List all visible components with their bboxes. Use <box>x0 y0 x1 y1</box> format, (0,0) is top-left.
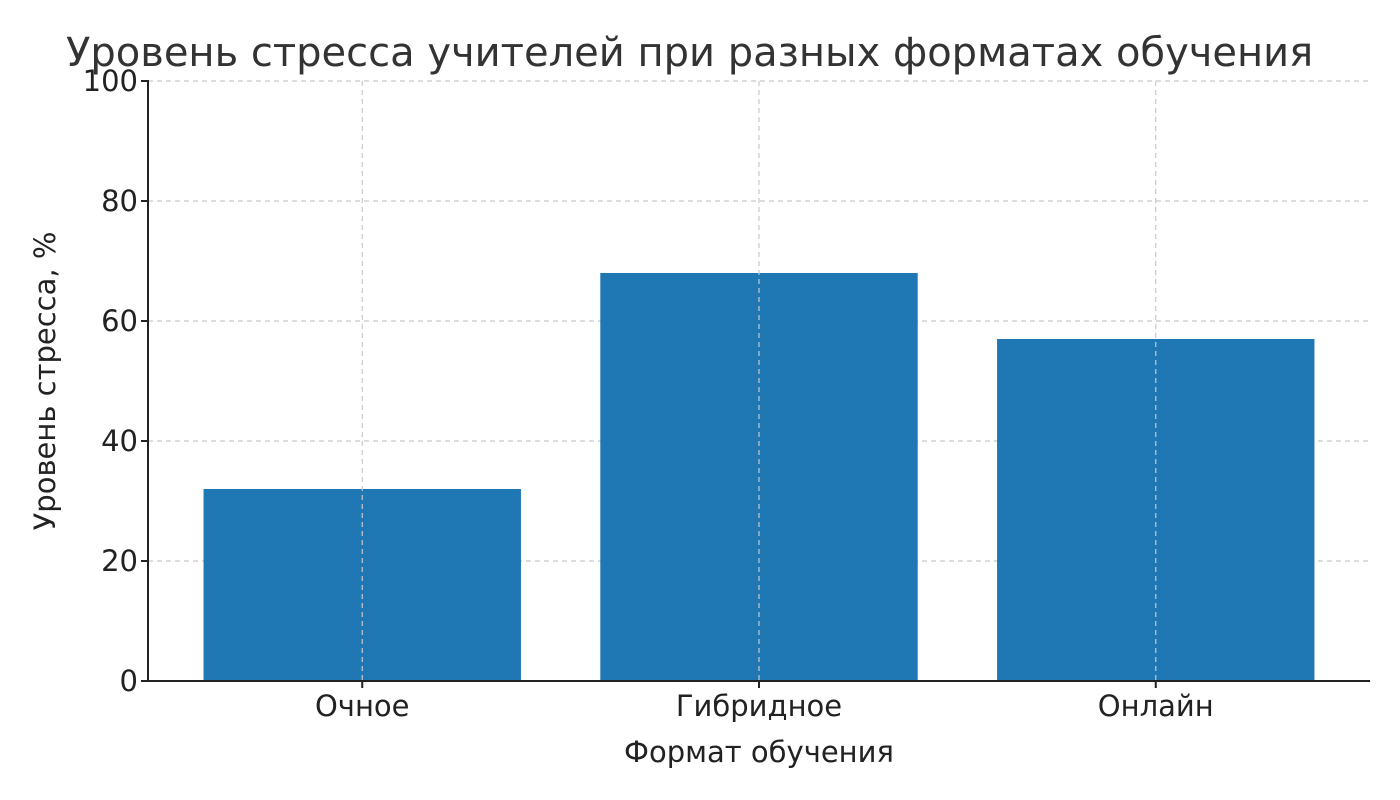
x-ticks: Очное Гибридное Онлайн <box>315 681 1214 723</box>
y-tick-label: 40 <box>101 424 138 458</box>
x-tick-label: Онлайн <box>1098 689 1214 723</box>
y-ticks: 0 20 40 60 80 100 <box>83 64 148 698</box>
y-tick-label: 100 <box>83 64 138 98</box>
x-tick-label: Очное <box>315 689 410 723</box>
y-tick-label: 0 <box>120 664 138 698</box>
x-axis-label: Формат обучения <box>624 735 894 769</box>
y-tick-label: 80 <box>101 184 138 218</box>
y-tick-label: 60 <box>101 304 138 338</box>
y-tick-label: 20 <box>101 544 138 578</box>
x-grid <box>361 81 1157 681</box>
y-axis-label: Уровень стресса, % <box>28 232 62 531</box>
chart-title: Уровень стресса учителей при разных форм… <box>66 30 1313 76</box>
x-tick-label: Гибридное <box>676 689 842 723</box>
